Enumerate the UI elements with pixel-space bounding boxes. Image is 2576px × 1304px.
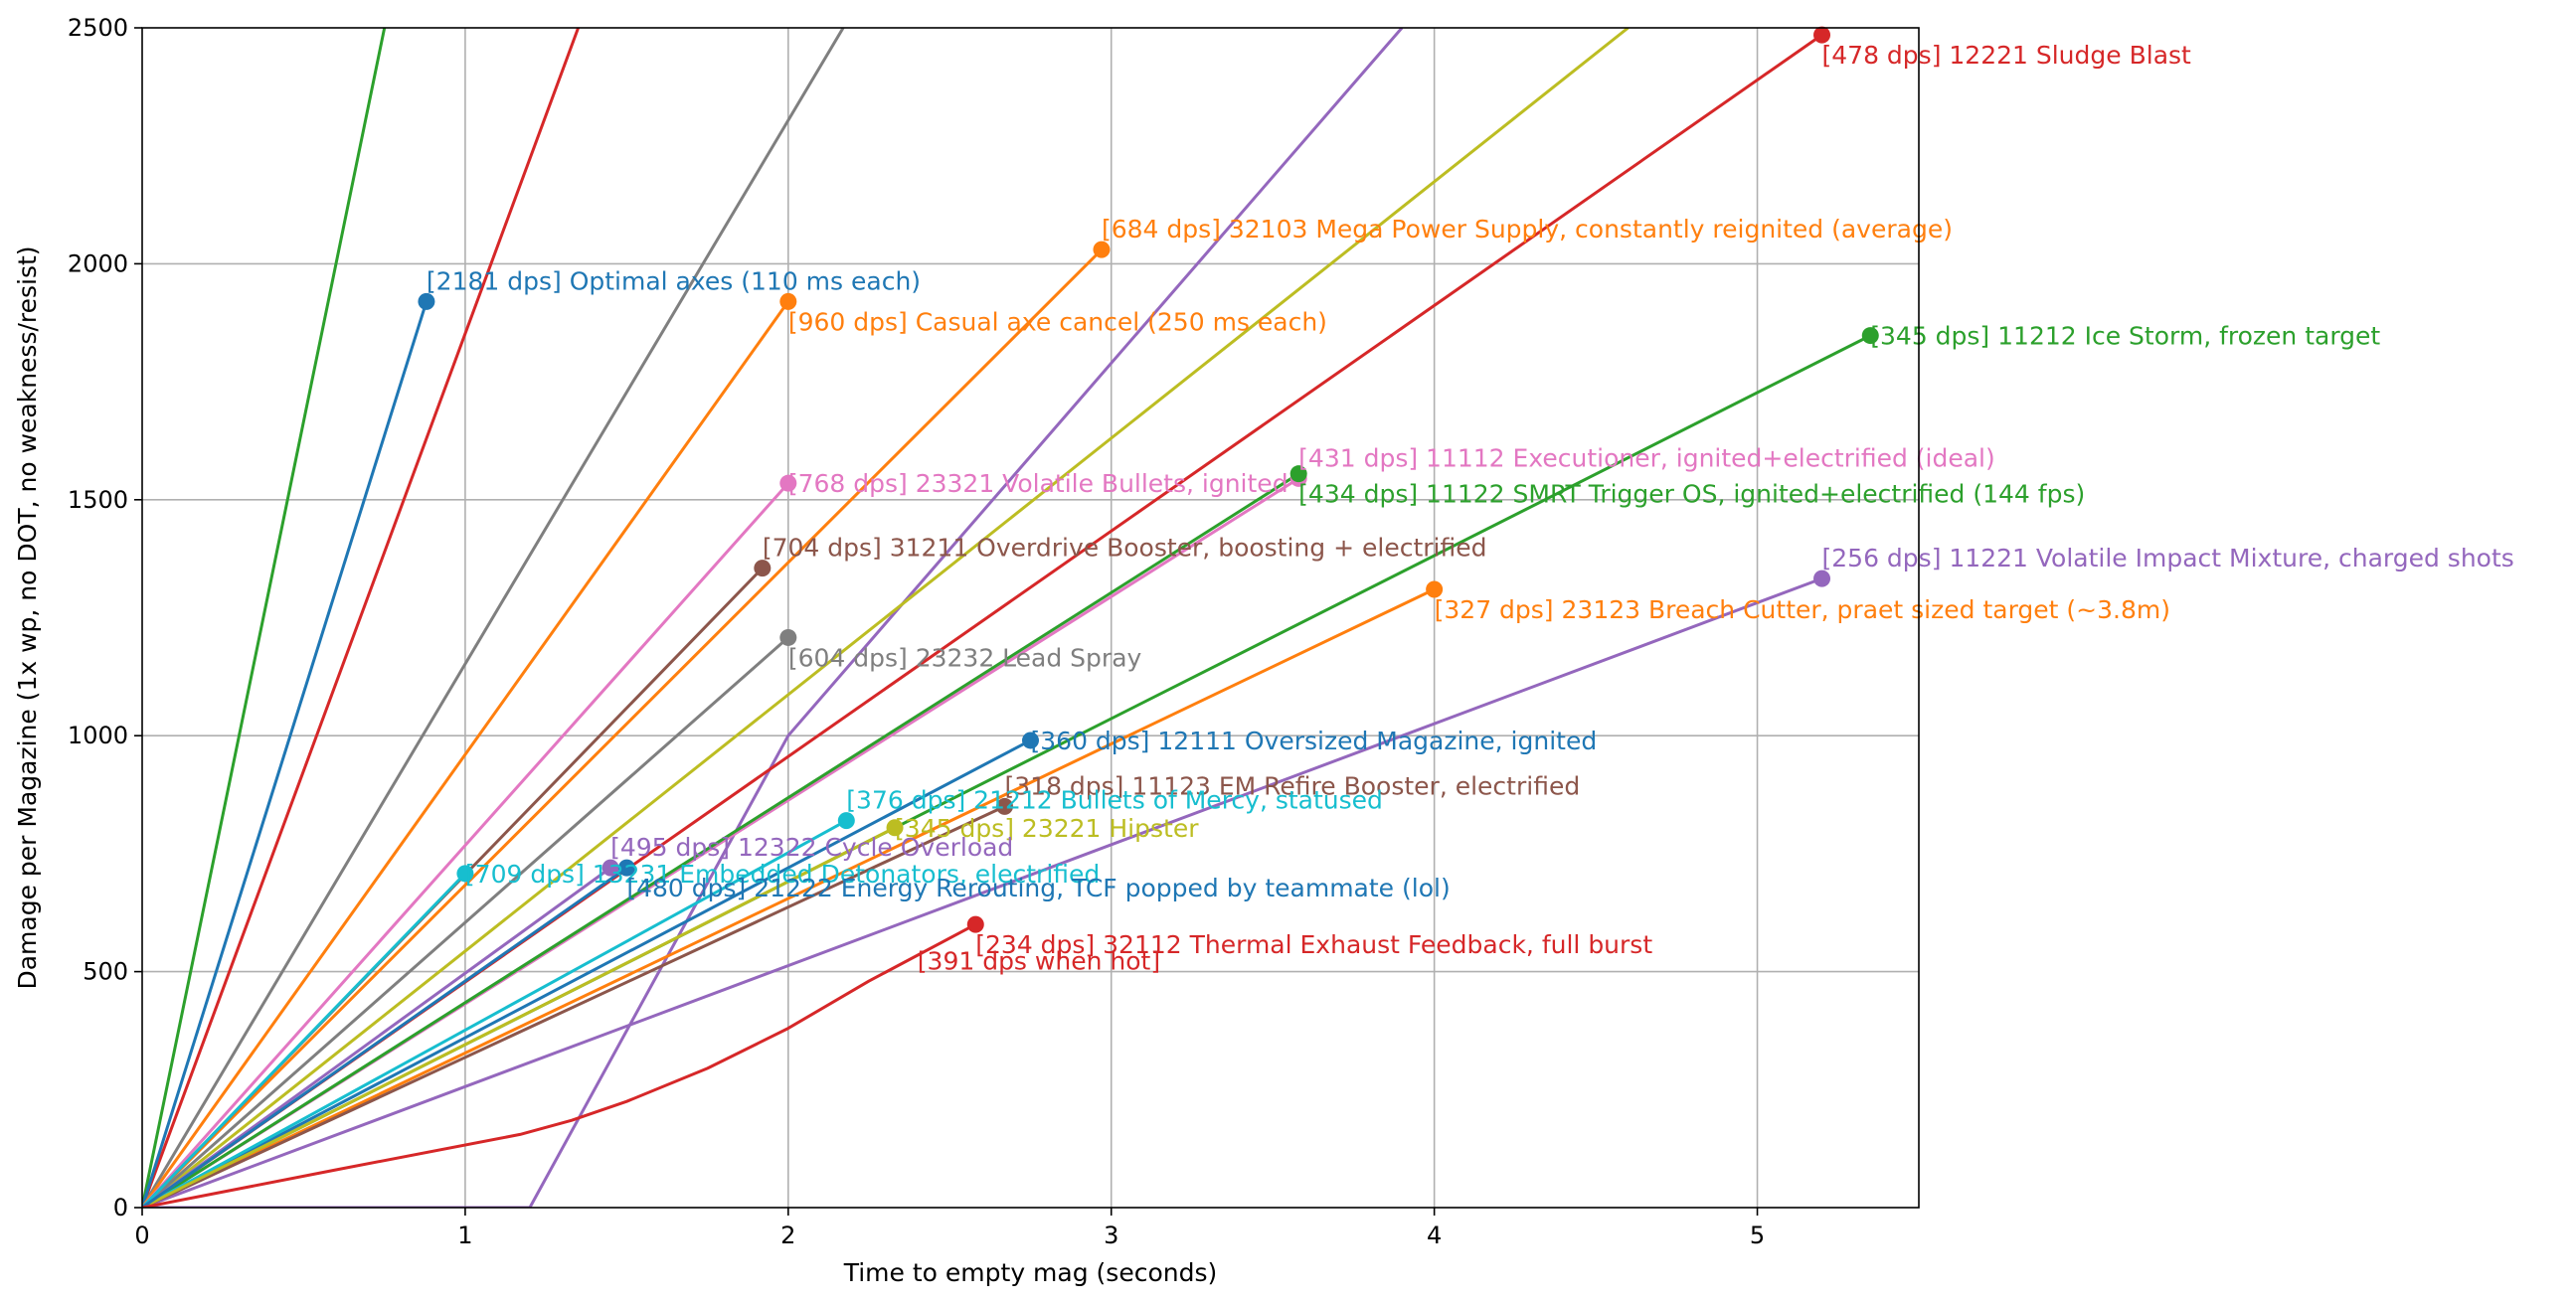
series-line-20 [142,826,896,1208]
data-label-15: [327 dps] 23123 Breach Cutter, praet siz… [1435,595,2170,624]
series-line-5 [142,300,429,1208]
axis-ticks: 0 1 2 3 4 5 0 500 1000 1500 2000 2500 [68,14,1765,1249]
series-marker-18 [996,797,1014,815]
series-marker-9 [1861,327,1879,345]
series-line-12 [142,472,1300,1208]
series-marker-16 [779,628,797,646]
x-tick-label-0: 0 [134,1222,149,1249]
data-labels: [2181 dps] Optimal axes (110 ms each) [96… [427,41,2514,975]
data-label-6: [960 dps] Casual axe cancel (250 ms each… [788,307,1327,336]
series-line-1 [142,28,581,1208]
series-marker-7 [1093,241,1111,258]
data-label-24: [234 dps] 32112 Thermal Exhaust Feedback… [975,930,1652,959]
x-tick-label-1: 1 [457,1222,472,1249]
series-line-4 [142,28,1630,1208]
series-line-7 [142,248,1104,1208]
data-label-7: [684 dps] 32103 Mega Power Supply, const… [1102,215,1953,244]
series-line-6 [142,300,790,1208]
series-line-24 [142,922,977,1208]
series-marker-8 [1813,26,1831,44]
x-tick-label-2: 2 [780,1222,795,1249]
x-tick-label-5: 5 [1750,1222,1765,1249]
data-label-13: [704 dps] 31211 Overdrive Booster, boost… [763,534,1487,563]
series-line-15 [142,587,1436,1208]
y-tick-label-1: 500 [83,958,128,986]
data-label-14: [256 dps] 11221 Volatile Impact Mixture,… [1822,544,2514,572]
series-marker-19 [837,812,855,830]
series-marker-23 [617,859,635,877]
series-marker-20 [886,819,904,837]
y-tick-label-2: 1000 [68,722,128,749]
series-marker-21 [601,859,619,877]
data-label-9: [345 dps] 11212 Ice Storm, frozen target [1870,322,2380,351]
data-label-12: [434 dps] 11122 SMRT Trigger OS, ignited… [1298,480,2085,509]
series-line-2 [142,28,845,1208]
series-marker-6 [779,292,797,310]
data-label-21: [495 dps] 12322 Cycle Overload [610,833,1013,862]
x-tick-label-4: 4 [1427,1222,1442,1249]
data-label-16: [604 dps] 23232 Lead Spray [788,643,1142,672]
series-line-22 [142,872,466,1208]
data-label-8: [478 dps] 12221 Sludge Blast [1822,41,2192,70]
data-label-22: [709 dps] 13231 Embedded Detonators, ele… [465,860,1100,889]
series-line-21 [142,866,611,1208]
data-label-11: [431 dps] 11112 Executioner, ignited+ele… [1298,443,1995,472]
series-line-23 [142,866,628,1208]
annotation-0: [391 dps when hot] [918,947,1160,976]
x-tick-label-3: 3 [1104,1222,1118,1249]
data-label-18: [318 dps] 11123 EM Refire Booster, elect… [1005,771,1581,800]
plot-frame [141,27,1920,1209]
y-tick-label-0: 0 [113,1194,128,1222]
series-marker-14 [1813,570,1831,587]
series-marker-24 [966,915,984,933]
series-marker-5 [418,292,435,310]
series-line-10 [142,482,789,1208]
series-line-0 [142,28,387,1208]
series-markers [418,26,1879,933]
series-marker-17 [1022,732,1039,749]
data-label-23: [480 dps] 21222 Energy Rerouting, TCF po… [626,874,1450,902]
data-label-10: [768 dps] 23321 Volatile Bullets, ignite… [788,469,1288,498]
series-line-16 [142,636,789,1208]
series-line-19 [142,819,848,1208]
series-lines [142,28,1871,1208]
data-label-17: [360 dps] 12111 Oversized Magazine, igni… [1031,727,1598,755]
series-line-3 [142,28,1404,1208]
data-label-5: [2181 dps] Optimal axes (110 ms each) [427,266,921,295]
y-tick-label-5: 2500 [68,14,128,42]
series-marker-12 [1289,465,1307,483]
series-line-17 [142,738,1032,1208]
series-line-14 [142,576,1823,1208]
series-marker-13 [754,560,772,577]
data-label-20: [345 dps] 23221 Hipster [895,814,1199,843]
data-label-19: [376 dps] 21212 Bullets of Mercy, status… [846,786,1383,815]
series-line-18 [142,805,1006,1208]
y-tick-label-4: 2000 [68,249,128,277]
y-tick-label-3: 1500 [68,486,128,514]
y-axis-label: Damage per Magazine (1x wp, no DOT, no w… [13,245,42,989]
series-marker-10 [779,474,797,492]
x-axis-label: Time to empty mag (seconds) [843,1258,1218,1287]
series-marker-22 [456,865,474,883]
series-marker-15 [1426,580,1444,598]
